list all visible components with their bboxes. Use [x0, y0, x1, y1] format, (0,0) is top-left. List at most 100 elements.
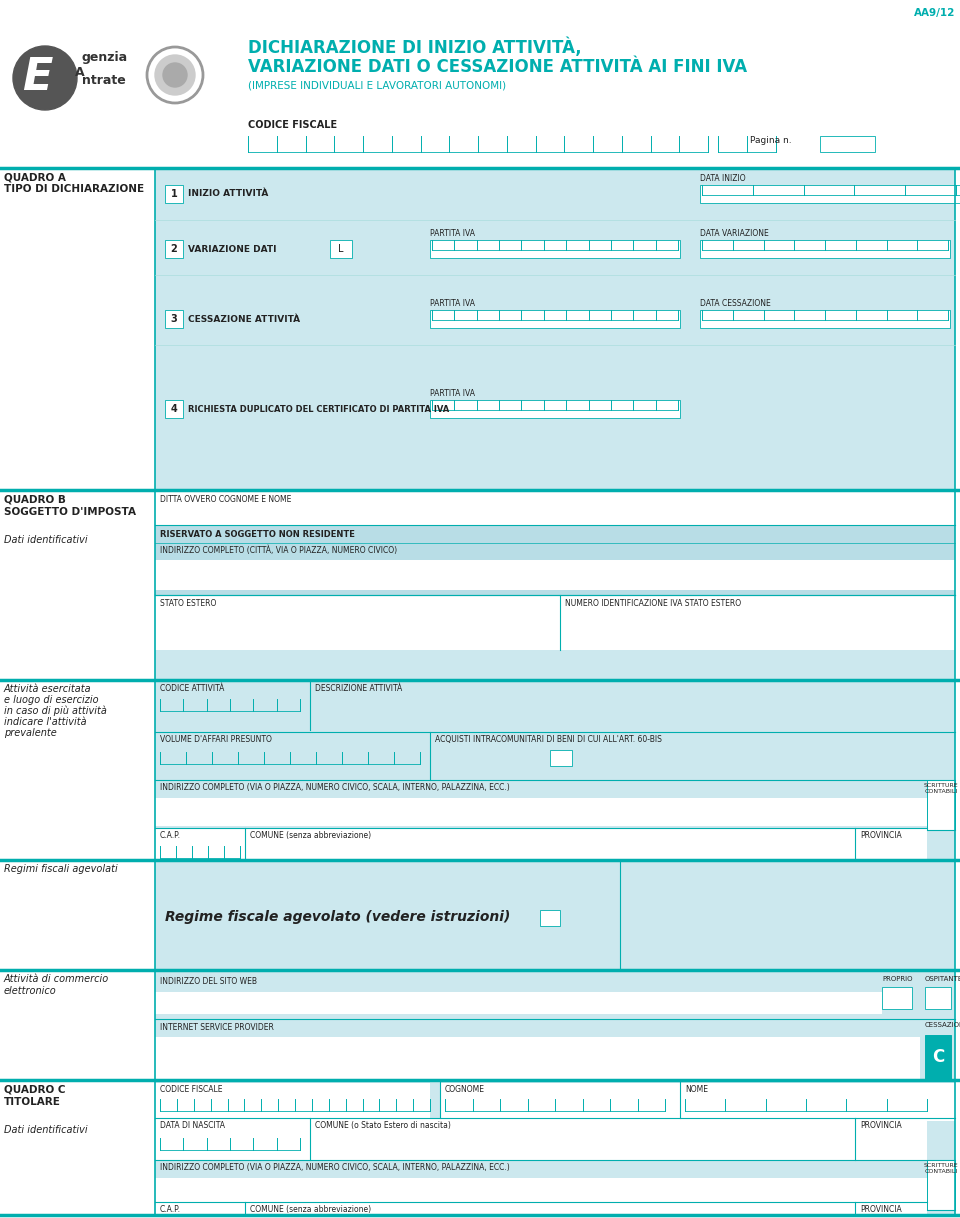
- Bar: [155, 970, 955, 1080]
- Circle shape: [163, 63, 187, 86]
- Text: SCRITTURE
CONTABILI: SCRITTURE CONTABILI: [924, 783, 958, 794]
- Bar: [155, 680, 955, 860]
- Bar: [927, 780, 955, 829]
- Text: L: L: [338, 244, 344, 255]
- Bar: [882, 987, 912, 1009]
- Text: PARTITA IVA: PARTITA IVA: [430, 229, 475, 238]
- Text: DITTA OVVERO COGNOME E NOME: DITTA OVVERO COGNOME E NOME: [160, 495, 292, 504]
- Text: 3: 3: [171, 314, 178, 324]
- Text: TITOLARE: TITOLARE: [4, 1097, 60, 1107]
- Text: C.A.P.: C.A.P.: [160, 831, 181, 840]
- Bar: [700, 240, 950, 258]
- Bar: [310, 1118, 855, 1160]
- Text: DICHIARAZIONE DI INIZIO ATTIVITÀ,: DICHIARAZIONE DI INIZIO ATTIVITÀ,: [248, 38, 582, 57]
- Text: INDIRIZZO COMPLETO (VIA O PIAZZA, NUMERO CIVICO, SCALA, INTERNO, PALAZZINA, ECC.: INDIRIZZO COMPLETO (VIA O PIAZZA, NUMERO…: [160, 783, 510, 792]
- Text: DATA DI NASCITA: DATA DI NASCITA: [160, 1121, 225, 1130]
- Bar: [155, 1037, 920, 1080]
- Bar: [155, 168, 955, 490]
- Bar: [155, 860, 955, 970]
- Text: DATA INIZIO: DATA INIZIO: [700, 174, 746, 183]
- Bar: [855, 1202, 927, 1216]
- Bar: [155, 1080, 955, 1216]
- Bar: [245, 828, 855, 860]
- Text: PROVINCIA: PROVINCIA: [860, 1205, 901, 1214]
- Text: PARTITA IVA: PARTITA IVA: [430, 389, 475, 398]
- Text: prevalente: prevalente: [4, 728, 57, 738]
- Bar: [540, 910, 560, 926]
- Bar: [925, 1035, 951, 1080]
- Text: Attività esercitata: Attività esercitata: [4, 685, 91, 694]
- Bar: [165, 400, 183, 418]
- Bar: [155, 1178, 927, 1202]
- Text: 2: 2: [171, 244, 178, 255]
- Bar: [700, 185, 960, 203]
- Text: INDIRIZZO COMPLETO (VIA O PIAZZA, NUMERO CIVICO, SCALA, INTERNO, PALAZZINA, ECC.: INDIRIZZO COMPLETO (VIA O PIAZZA, NUMERO…: [160, 1163, 510, 1172]
- Bar: [855, 1118, 927, 1160]
- Text: STATO ESTERO: STATO ESTERO: [160, 599, 216, 608]
- Bar: [165, 311, 183, 328]
- Text: CODICE FISCALE: CODICE FISCALE: [160, 1085, 223, 1094]
- Text: SOGGETTO D'IMPOSTA: SOGGETTO D'IMPOSTA: [4, 507, 136, 516]
- Bar: [680, 1083, 955, 1121]
- Text: INTERNET SERVICE PROVIDER: INTERNET SERVICE PROVIDER: [160, 1023, 274, 1032]
- Text: indicare l'attività: indicare l'attività: [4, 717, 86, 727]
- Text: Pagina n.: Pagina n.: [750, 136, 792, 145]
- Text: COMUNE (o Stato Estero di nascita): COMUNE (o Stato Estero di nascita): [315, 1121, 451, 1130]
- Bar: [155, 828, 245, 860]
- Text: DATA VARIAZIONE: DATA VARIAZIONE: [700, 229, 769, 238]
- Text: ACQUISTI INTRACOMUNITARI DI BENI DI CUI ALL'ART. 60-BIS: ACQUISTI INTRACOMUNITARI DI BENI DI CUI …: [435, 734, 661, 744]
- Text: E: E: [22, 56, 52, 100]
- Text: VARIAZIONE DATI: VARIAZIONE DATI: [188, 245, 276, 253]
- Text: Dati identificativi: Dati identificativi: [4, 535, 87, 544]
- Text: 1: 1: [171, 189, 178, 199]
- Text: NUMERO IDENTIFICAZIONE IVA STATO ESTERO: NUMERO IDENTIFICAZIONE IVA STATO ESTERO: [565, 599, 741, 608]
- Bar: [155, 991, 882, 1015]
- Text: SCRITTURE
CONTABILI: SCRITTURE CONTABILI: [924, 1163, 958, 1174]
- Text: genzia: genzia: [82, 51, 128, 65]
- Text: TIPO DI DICHIARAZIONE: TIPO DI DICHIARAZIONE: [4, 184, 144, 194]
- Text: C.A.P.: C.A.P.: [160, 1205, 181, 1214]
- Text: QUADRO A: QUADRO A: [4, 172, 66, 181]
- Text: ntrate: ntrate: [82, 73, 126, 86]
- Text: QUADRO B: QUADRO B: [4, 495, 66, 504]
- Bar: [330, 240, 352, 258]
- Bar: [440, 1083, 680, 1121]
- Text: Attività di commercio: Attività di commercio: [4, 974, 109, 984]
- Bar: [155, 490, 955, 525]
- Text: CODICE FISCALE: CODICE FISCALE: [248, 121, 337, 130]
- Text: PROVINCIA: PROVINCIA: [860, 1121, 901, 1130]
- Text: A: A: [75, 66, 84, 78]
- Bar: [855, 828, 927, 860]
- Bar: [155, 1202, 245, 1216]
- Text: Dati identificativi: Dati identificativi: [4, 1125, 87, 1135]
- Text: CODICE ATTIVITÀ: CODICE ATTIVITÀ: [160, 685, 225, 693]
- Text: VARIAZIONE DATI O CESSAZIONE ATTIVITÀ AI FINI IVA: VARIAZIONE DATI O CESSAZIONE ATTIVITÀ AI…: [248, 58, 747, 76]
- Bar: [245, 1202, 855, 1216]
- Text: e luogo di esercizio: e luogo di esercizio: [4, 695, 99, 705]
- Text: INIZIO ATTIVITÀ: INIZIO ATTIVITÀ: [188, 190, 269, 199]
- Bar: [155, 1083, 430, 1121]
- Text: in caso di più attività: in caso di più attività: [4, 706, 107, 716]
- Text: RICHIESTA DUPLICATO DEL CERTIFICATO DI PARTITA IVA: RICHIESTA DUPLICATO DEL CERTIFICATO DI P…: [188, 404, 449, 413]
- Bar: [155, 798, 927, 826]
- Circle shape: [13, 46, 77, 110]
- Circle shape: [155, 55, 195, 95]
- Bar: [430, 240, 680, 258]
- Text: PROPRIO: PROPRIO: [882, 976, 913, 982]
- Bar: [820, 136, 875, 152]
- Bar: [155, 490, 955, 680]
- Text: INDIRIZZO COMPLETO (CITTÀ, VIA O PIAZZA, NUMERO CIVICO): INDIRIZZO COMPLETO (CITTÀ, VIA O PIAZZA,…: [160, 544, 397, 554]
- Text: C: C: [932, 1049, 944, 1067]
- Bar: [550, 750, 572, 766]
- Text: (IMPRESE INDIVIDUALI E LAVORATORI AUTONOMI): (IMPRESE INDIVIDUALI E LAVORATORI AUTONO…: [248, 80, 506, 90]
- Text: PARTITA IVA: PARTITA IVA: [430, 298, 475, 308]
- Bar: [155, 1118, 310, 1160]
- Bar: [165, 185, 183, 203]
- Bar: [155, 525, 955, 596]
- Bar: [430, 311, 680, 328]
- Text: COMUNE (senza abbreviazione): COMUNE (senza abbreviazione): [250, 1205, 372, 1214]
- Bar: [155, 596, 955, 650]
- Bar: [927, 1160, 955, 1209]
- Text: COGNOME: COGNOME: [445, 1085, 485, 1094]
- Bar: [165, 240, 183, 258]
